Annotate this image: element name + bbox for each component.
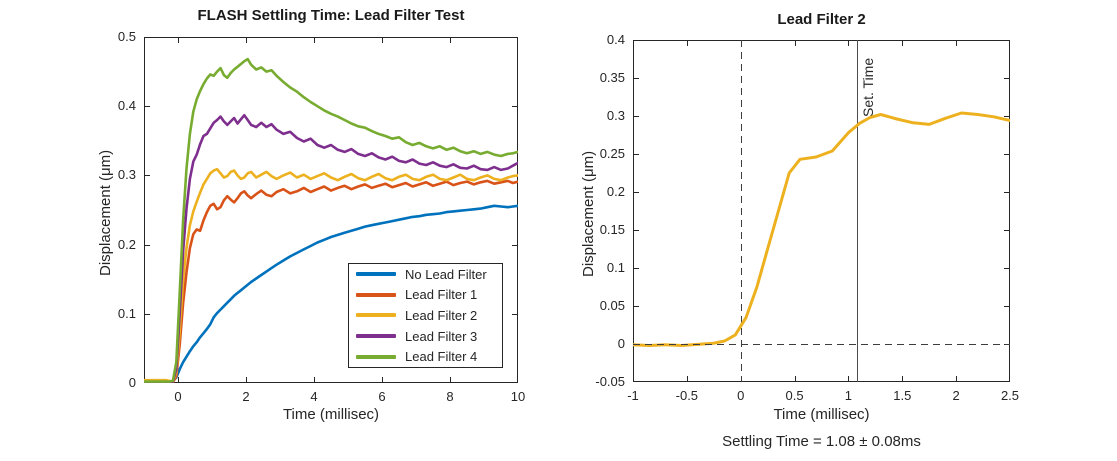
- x-tick-label: 2: [952, 388, 960, 403]
- legend-label: Lead Filter 2: [405, 307, 478, 323]
- y-tick-label: 0.1: [606, 260, 625, 275]
- legend-line-sample: [356, 354, 396, 359]
- legend-label: No Lead Filter: [405, 266, 487, 282]
- series-line-no-lead-filter: [144, 204, 518, 383]
- legend-line-sample: [356, 272, 396, 277]
- x-tick-label: 1.5: [893, 388, 912, 403]
- x-tick-label: 10: [510, 389, 526, 404]
- y-tick-label: 0.05: [599, 298, 625, 313]
- y-tick-label: 0.2: [117, 236, 136, 252]
- y-tick-label: 0.4: [117, 98, 136, 114]
- legend-item-no-lead-filter: No Lead Filter: [349, 264, 502, 285]
- x-tick-label: 0: [737, 388, 745, 403]
- legend-label: Lead Filter 3: [405, 328, 478, 344]
- left-plot-title: FLASH Settling Time: Lead Filter Test: [197, 7, 465, 24]
- y-tick-label: 0.25: [599, 146, 625, 161]
- y-tick-label: 0.15: [599, 222, 625, 237]
- left-x-axis-label: Time (millisec): [282, 406, 380, 423]
- legend-item-lead-filter-2: Lead Filter 2: [349, 305, 502, 326]
- y-tick-label: 0.5: [117, 29, 136, 44]
- y-tick-label: 0.3: [117, 167, 136, 183]
- axes-box: [633, 40, 1010, 382]
- x-tick-label: 2: [242, 389, 250, 404]
- x-tick-label: 1: [844, 388, 853, 403]
- x-tick-label: 8: [446, 389, 454, 404]
- settling-time-caption: Settling Time = 1.08 ± 0.08ms: [722, 433, 921, 450]
- right-x-axis-label: Time (millisec): [773, 406, 870, 423]
- x-tick-label: -0.5: [675, 388, 699, 403]
- y-tick-label: 0.35: [599, 70, 625, 85]
- legend-item-lead-filter-3: Lead Filter 3: [349, 326, 502, 347]
- x-tick-label: 0: [174, 389, 182, 404]
- left-plot-area: [144, 37, 518, 383]
- right-y-axis-label: Displacement (μm): [580, 150, 597, 277]
- legend: No Lead Filter Lead Filter 1 Lead Filter 2…: [348, 263, 503, 368]
- y-tick-label: 0.1: [117, 305, 136, 321]
- y-tick-label: 0: [617, 336, 625, 351]
- y-tick-label: -0.05: [595, 374, 625, 389]
- series-line-lead-filter-2: [144, 167, 518, 383]
- x-tick-label: 0.5: [785, 388, 804, 403]
- y-tick-label: 0.2: [606, 184, 625, 199]
- legend-label: Lead Filter 1: [405, 287, 478, 303]
- legend-item-lead-filter-4: Lead Filter 4: [349, 346, 502, 367]
- series-line-lead-filter-1: [144, 179, 518, 383]
- series-line-lead-filter-4: [144, 57, 518, 383]
- right-plot-title: Lead Filter 2: [777, 11, 866, 28]
- right-plot-area: [633, 40, 1010, 382]
- legend-line-sample: [356, 292, 396, 297]
- y-tick-label: 0.3: [606, 108, 625, 123]
- series-line-lead-filter-2: [633, 111, 1010, 347]
- x-tick-label: -1: [627, 388, 639, 403]
- y-tick-label: 0: [128, 375, 136, 390]
- series-line-lead-filter-3: [144, 113, 518, 383]
- legend-line-sample: [356, 313, 396, 318]
- y-tick-label: 0.4: [606, 32, 625, 47]
- legend-item-lead-filter-1: Lead Filter 1: [349, 285, 502, 306]
- legend-label: Lead Filter 4: [405, 349, 478, 365]
- axes-box: [144, 37, 518, 383]
- x-tick-label: 2.5: [1000, 388, 1020, 403]
- legend-line-sample: [356, 334, 396, 339]
- x-tick-label: 4: [310, 389, 318, 404]
- x-tick-label: 6: [378, 389, 386, 404]
